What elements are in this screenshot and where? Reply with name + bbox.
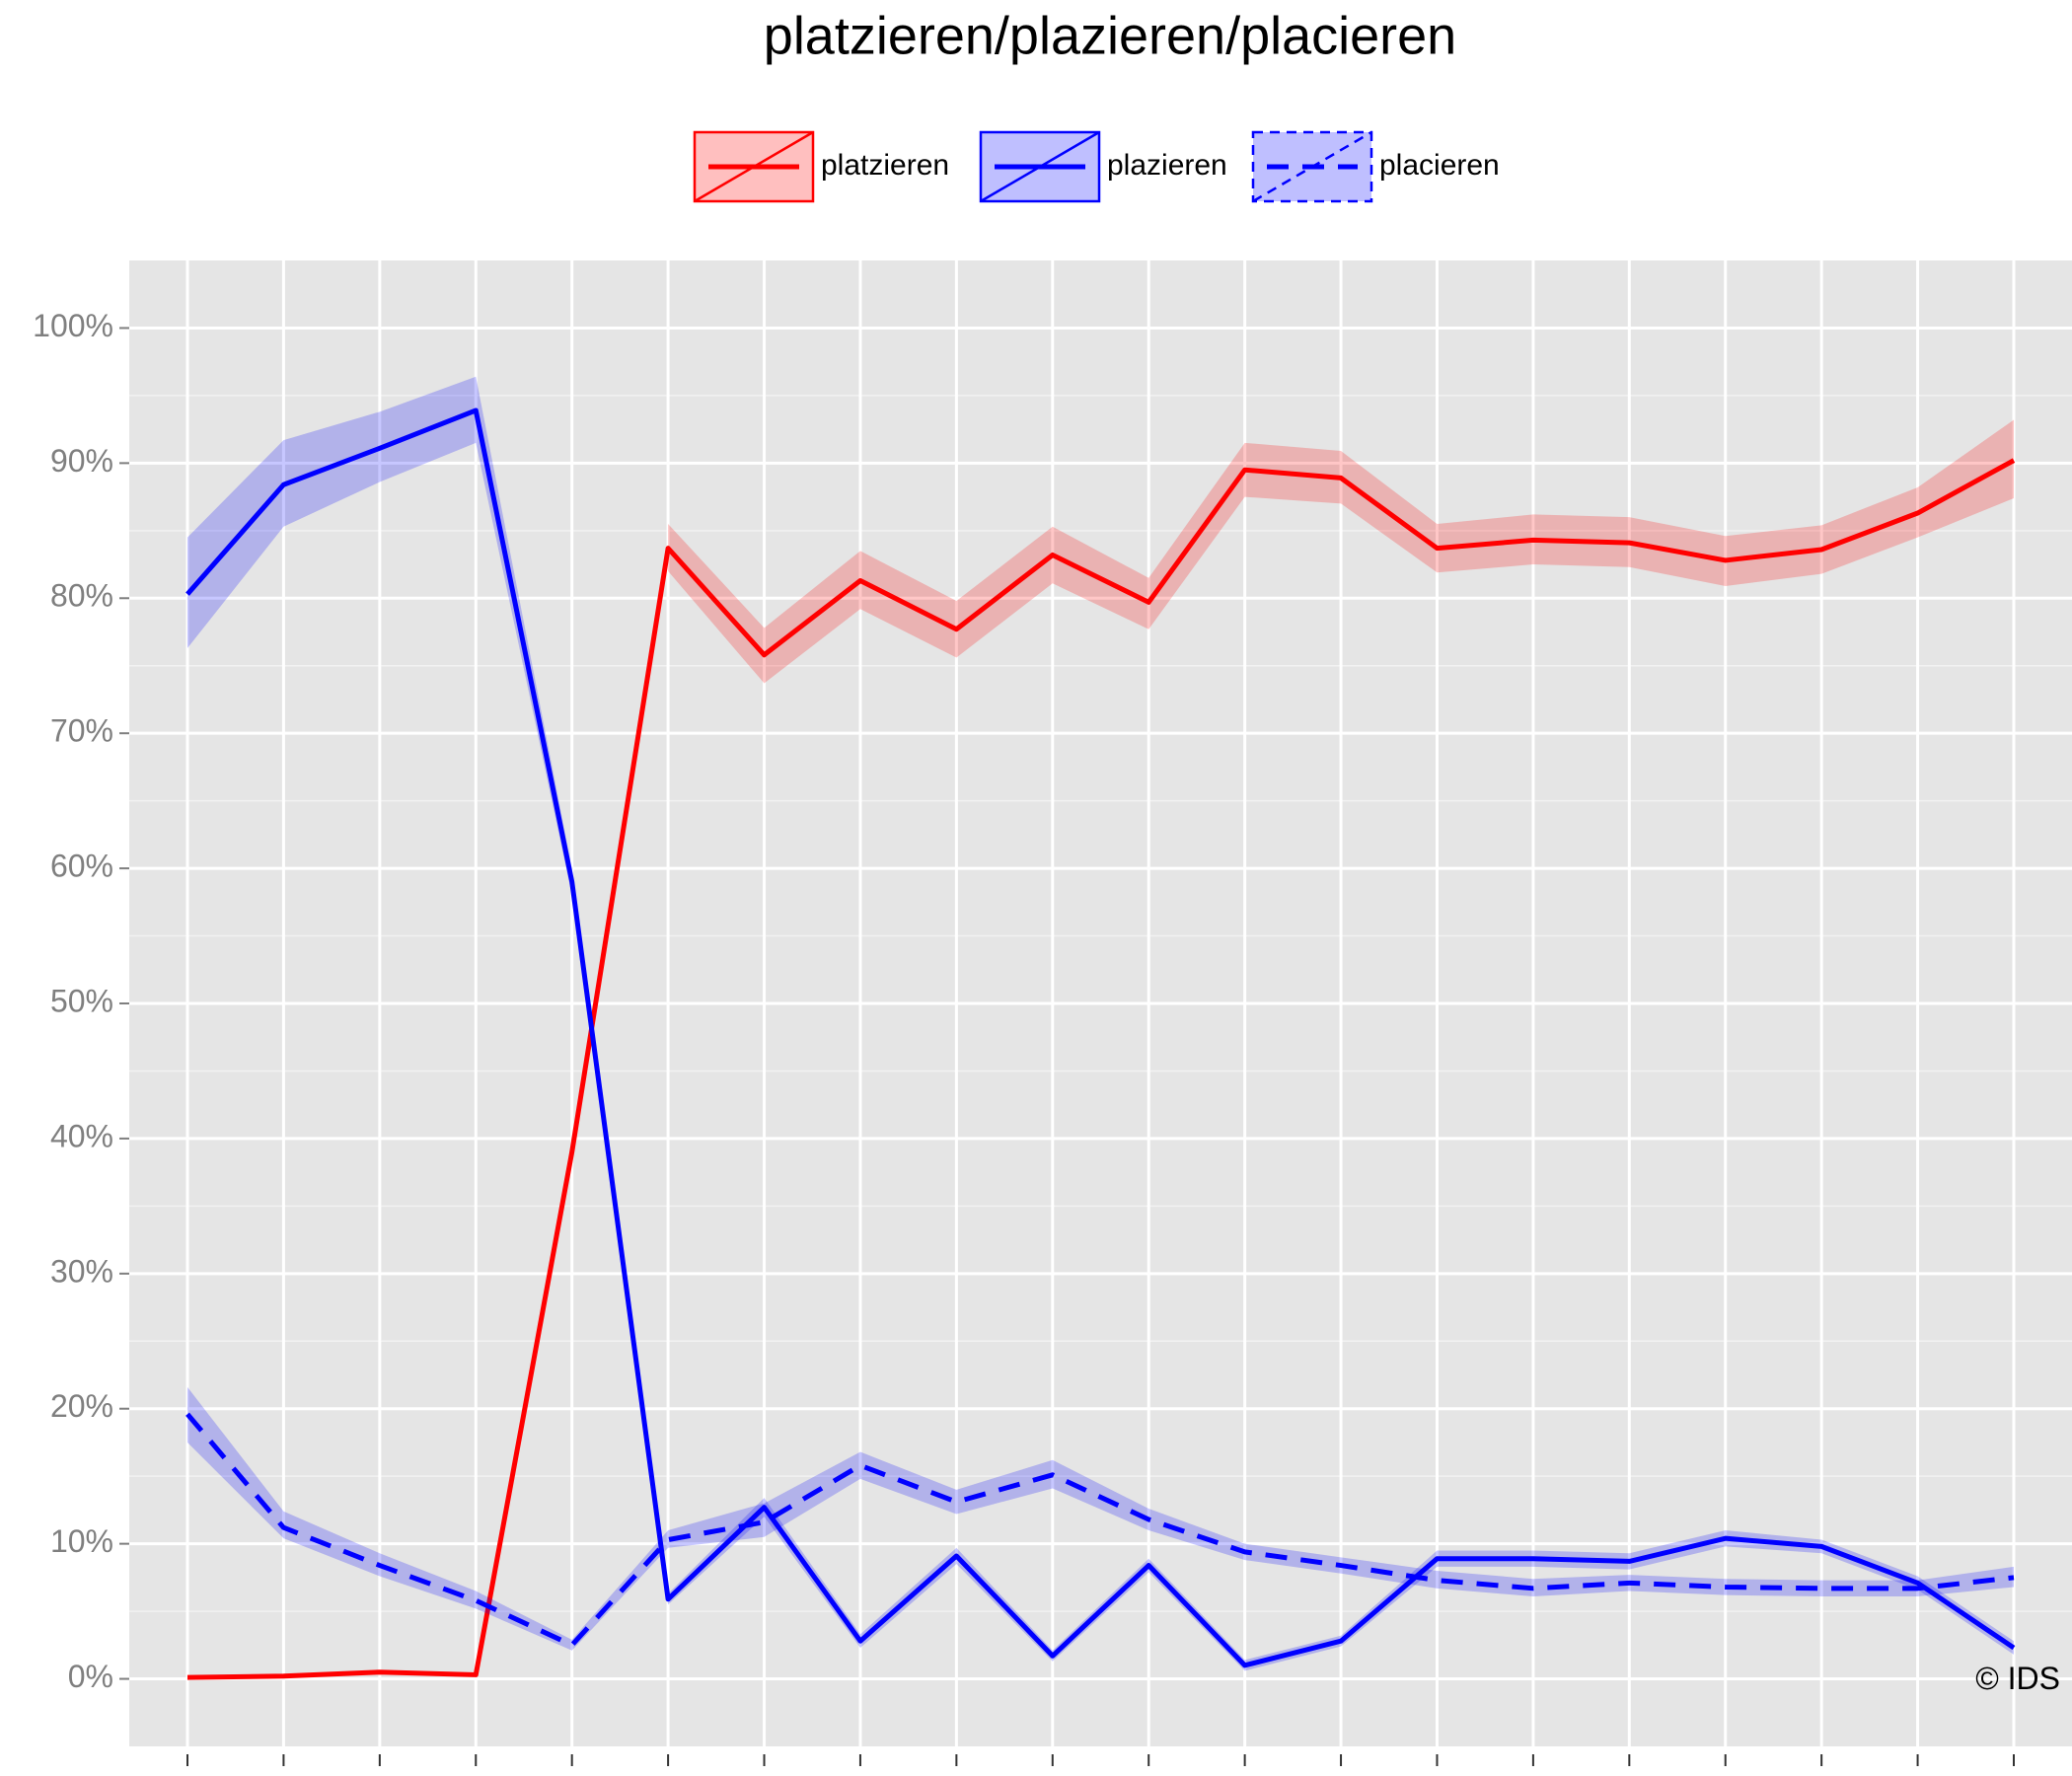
- series-line: [186, 458, 2016, 1680]
- legend-item: placieren: [1251, 130, 1500, 203]
- chart-title: platzieren/plazieren/placieren: [764, 6, 1456, 65]
- legend-label: plazieren: [1107, 149, 1227, 182]
- y-tick-label: 50%: [50, 983, 113, 1018]
- legend-label: placieren: [1379, 149, 1500, 182]
- y-tick-label: 30%: [50, 1253, 113, 1289]
- y-tick-label: 80%: [50, 578, 113, 614]
- y-tick-label: 0%: [68, 1659, 113, 1694]
- confidence-band: [668, 419, 2015, 684]
- y-tick-label: 40%: [50, 1118, 113, 1153]
- y-tick-label: 70%: [50, 713, 113, 749]
- legend-item: platzieren: [693, 130, 949, 203]
- y-tick-label: 20%: [50, 1388, 113, 1424]
- series-line: [185, 1412, 2015, 1648]
- y-tick-label: 100%: [33, 308, 113, 343]
- annotation: © IDS: [1975, 1661, 2060, 1696]
- y-tick-label: 60%: [50, 849, 113, 884]
- y-tick-label: 10%: [50, 1523, 113, 1559]
- series-line: [185, 407, 2016, 1668]
- y-tick-label: 90%: [50, 443, 113, 479]
- legend-item: plazieren: [979, 130, 1227, 203]
- legend-label: platzieren: [821, 149, 949, 182]
